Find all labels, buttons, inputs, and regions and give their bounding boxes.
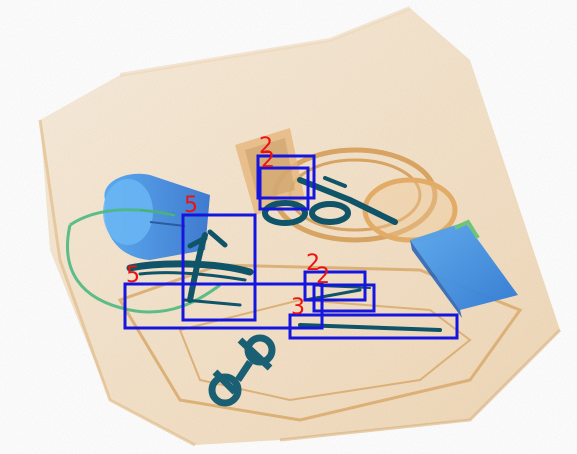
detection-box [123, 282, 324, 330]
detection-label: 2 [306, 251, 320, 276]
detection-box [258, 166, 310, 211]
detection-box [181, 213, 257, 322]
detection-box [256, 154, 316, 200]
detection-boxes [123, 154, 459, 340]
detection-label: 5 [126, 263, 140, 288]
detection-labels: 2 2 5 5 2 2 3 [126, 134, 330, 320]
detection-label: 2 [316, 264, 330, 289]
detection-box [312, 283, 376, 313]
detection-label: 2 [259, 134, 273, 159]
key-object [208, 334, 276, 407]
detection-label: 2 [261, 148, 275, 173]
blue-tray [410, 219, 518, 318]
detection-label: 5 [184, 193, 198, 218]
detection-label: 3 [291, 295, 305, 320]
green-cable [66, 208, 221, 314]
detection-box [288, 313, 459, 340]
metal-objects [126, 176, 442, 332]
